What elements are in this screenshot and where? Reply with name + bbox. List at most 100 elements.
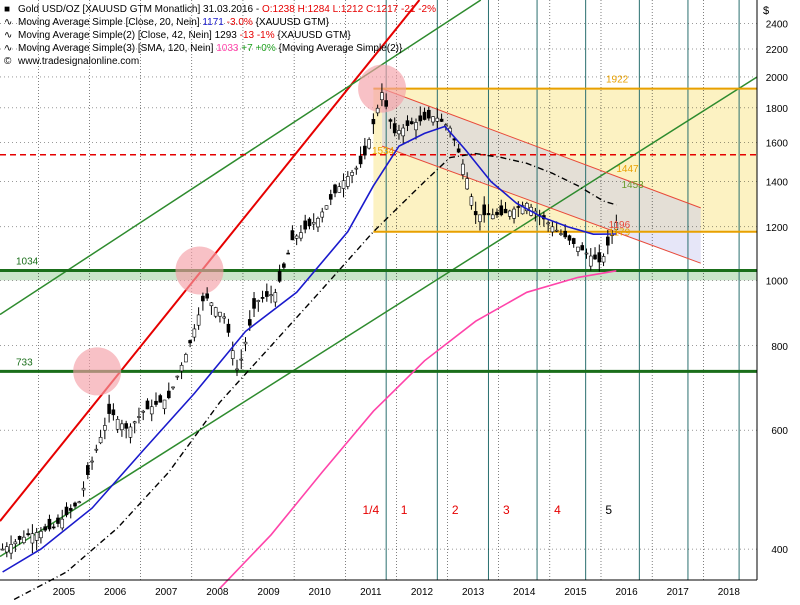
candle-body [184,354,188,363]
cycle-count-label: 1/4 [362,503,379,517]
candle-body [247,319,252,326]
candle-body [588,255,593,267]
candle-body [401,127,406,137]
candle-body [260,297,265,299]
x-tick-label: 2015 [564,587,587,598]
support-band [0,270,757,281]
candle-body [380,92,384,101]
candle-body [179,364,184,372]
candle-body [337,186,342,193]
x-tick-label: 2014 [513,587,536,598]
legend-price-prefix: Gold USD/OZ [XAUUSD GTM Monatlich] 31.03… [18,4,262,15]
candle-body [303,220,307,230]
candle-body [294,235,299,239]
trend-line-green_upper [0,0,482,316]
legend-copyright: © www.tradesignalonline.com [4,56,139,67]
candle-body [17,536,22,540]
copyright-text: www.tradesignalonline.com [18,56,140,67]
legend-ma120-value: 1033 [216,43,239,54]
candle-body [367,139,371,149]
candle-body [418,115,423,122]
candle-body [469,196,474,206]
candle-body [205,293,209,299]
candle-body [461,163,465,175]
candle-body [158,395,163,403]
candle-body [269,294,273,297]
candle-body [9,544,13,554]
candle-body [567,235,572,241]
candle-body [422,111,427,120]
candle-body [384,100,388,107]
x-tick-label: 2016 [615,587,638,598]
candle-body [13,541,18,545]
candle-body [47,518,52,530]
candle-body [473,211,478,216]
candle-body [346,176,350,187]
y-tick-label: 1200 [766,223,789,234]
x-tick-label: 2009 [257,587,280,598]
candle-body [375,107,380,114]
candle-body [218,311,222,317]
value-label: 1453 [621,180,644,191]
candle-body [128,426,133,438]
candle-body [426,109,431,119]
candle-body [22,536,26,543]
candle-body [90,460,94,463]
legend-ma120-symbol: {Moving Average Simple(2)} [278,43,403,54]
candle-body [341,180,346,189]
candle-body [162,399,167,410]
cycle-count-label: 4 [554,503,561,517]
candle-body [546,222,550,225]
series-ma42 [2,152,617,605]
candle-body [277,271,282,282]
candle-body [235,368,239,371]
legend-ma42: ∿ Moving Average Simple(2) [Close, 42, Ne… [4,30,351,41]
candle-body [397,130,401,135]
chart-type-icon: ■ [4,4,11,15]
y-tick-label: 2000 [766,73,789,84]
candle-body [478,214,482,223]
candle-body [226,323,231,333]
wave-icon: ∿ [4,17,13,28]
candle-body [512,208,516,219]
candle-body [363,145,367,156]
candle-body [30,533,35,544]
currency-symbol: $ [763,5,769,17]
candle-body [252,298,256,309]
candle-body [107,403,111,414]
candle-body [286,252,290,255]
x-tick-label: 2012 [411,587,434,598]
x-tick-label: 2017 [667,587,690,598]
legend-ma20-symbol: {XAUUSD GTM} [255,17,329,28]
candle-body [196,314,201,326]
candle-body [593,254,597,260]
candle-body [439,118,444,122]
y-tick-label: 1400 [766,178,789,189]
candle-body [137,416,141,418]
candle-body [39,531,43,539]
candle-body [584,252,589,255]
y-tick-label: 400 [771,545,788,556]
y-tick-label: 1600 [766,138,789,149]
candle-body [132,421,137,424]
value-label: 1179 [609,227,631,238]
candle-body [431,116,435,123]
candle-body [490,214,495,220]
candle-body [350,172,354,176]
x-tick-label: 2006 [104,587,127,598]
wave-icon: ∿ [4,43,13,54]
down-channel-fill [382,88,701,264]
copyright-icon: © [4,56,12,67]
legend-ma42-value: 1293 [214,30,237,41]
candle-body [520,204,525,215]
y-tick-label: 2200 [766,45,789,56]
candle-body [405,120,410,126]
value-label: 1447 [616,164,639,175]
highlight-circle [73,347,122,396]
candle-body [68,508,73,511]
candle-body [328,194,333,200]
candle-body [77,501,82,504]
candle-body [149,406,154,415]
